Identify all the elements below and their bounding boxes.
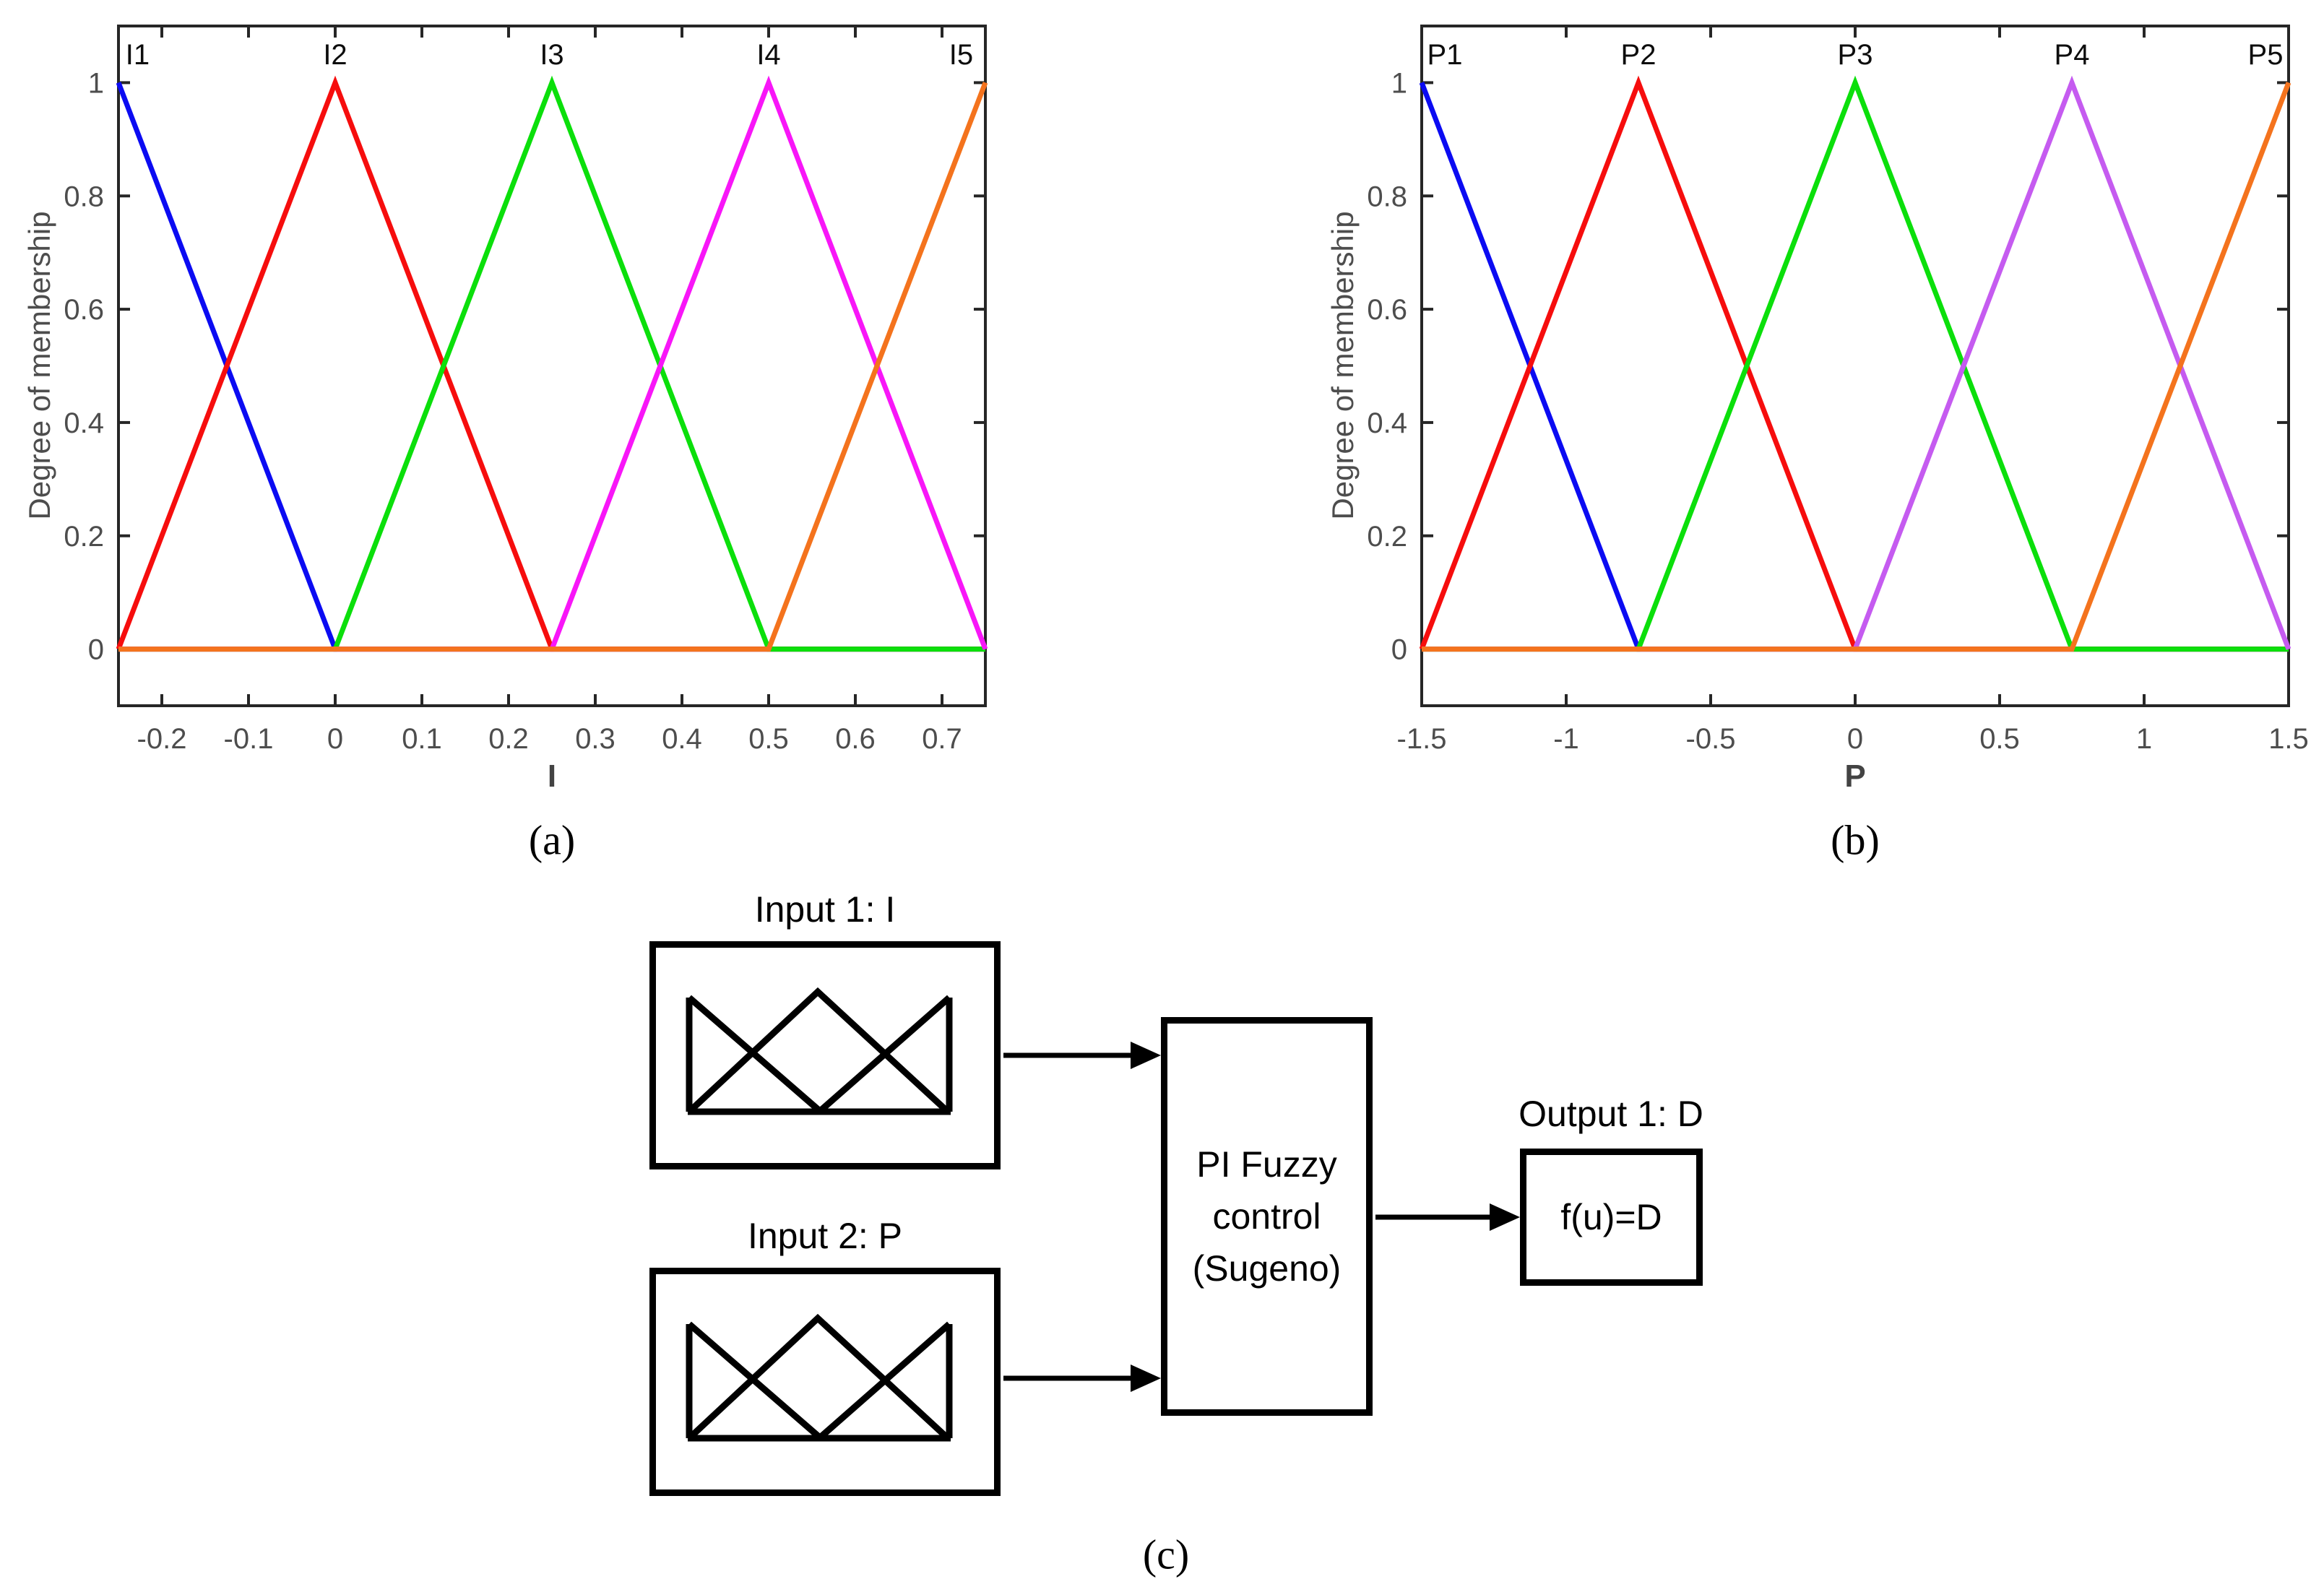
x-tick-label: 0.2	[488, 723, 529, 755]
x-tick-label: 0.4	[662, 723, 702, 755]
y-tick-label: 0.4	[64, 407, 104, 439]
x-tick-label: 0.5	[748, 723, 789, 755]
x-tick-label: -0.1	[224, 723, 274, 755]
fuzzy-controller-line3: (Sugeno)	[1192, 1248, 1342, 1289]
chart-b-caption: (b)	[1831, 816, 1880, 864]
mf-label-I2: I2	[323, 39, 347, 71]
x-tick-label: 1	[2136, 723, 2152, 755]
arrow-controller-to-output	[1375, 1203, 1520, 1231]
chart-a-x-axis-label: I	[547, 758, 557, 794]
x-tick-label: 1.5	[2268, 723, 2309, 755]
mf-label-I1: I1	[126, 39, 150, 71]
x-tick-label: -1.5	[1397, 723, 1447, 755]
mf-curve-P4	[1422, 75, 2291, 652]
input1-box-label: Input 1: I	[754, 889, 896, 930]
y-tick-label: 0.8	[1367, 181, 1407, 212]
membership-functions-icon	[686, 987, 953, 1115]
mf-curve-I3	[118, 75, 985, 652]
x-tick-label: 0	[1847, 723, 1863, 755]
mf-label-P4: P4	[2055, 39, 2090, 71]
y-tick-label: 1	[1391, 67, 1407, 99]
x-tick-label: 0.7	[922, 723, 962, 755]
mf-curve-I5	[118, 82, 988, 652]
x-tick-label: -0.2	[137, 723, 187, 755]
mf-curve-I4	[118, 75, 988, 652]
mf-curve-P5	[1422, 82, 2291, 652]
y-tick-label: 0.6	[1367, 294, 1407, 326]
x-tick-label: 0.3	[575, 723, 615, 755]
mf-label-P2: P2	[1621, 39, 1656, 71]
diagram-arrows	[1003, 1042, 1520, 1392]
mf-curve-P3	[1422, 75, 2289, 652]
chart-b-y-axis-label: Degree of membership	[1326, 211, 1360, 520]
mf-label-P3: P3	[1838, 39, 1873, 71]
y-tick-label: 0	[1391, 634, 1407, 666]
x-tick-label: 0	[327, 723, 343, 755]
output-box-label: Output 1: D	[1519, 1094, 1703, 1134]
chart-a: -0.2 -0.1 0 0.1 0.2 0.3 0.4 0.5 0.6 0.7 0 0.2 0.4 0.6…	[64, 25, 988, 755]
chart-b-axes-box	[1420, 25, 2290, 707]
x-tick-label: -1	[1553, 723, 1579, 755]
diagram-caption: (c)	[1142, 1531, 1190, 1578]
y-tick-label: 0.2	[1367, 521, 1407, 553]
fuzzy-controller-box: PI Fuzzy control (Sugeno)	[1161, 1017, 1373, 1416]
input2-box-label: Input 2: P	[747, 1216, 903, 1256]
mf-label-I4: I4	[756, 39, 780, 71]
input1-box	[649, 941, 1001, 1169]
mf-label-P1: P1	[1427, 39, 1463, 71]
x-tick-label: -0.5	[1686, 723, 1736, 755]
mf-label-P5: P5	[2248, 39, 2284, 71]
arrow-input2-to-controller	[1003, 1365, 1161, 1392]
mf-label-I3: I3	[540, 39, 563, 71]
chart-a-y-axis-label: Degree of membership	[22, 211, 56, 520]
arrow-input1-to-controller	[1003, 1042, 1161, 1069]
y-tick-label: 0.6	[64, 294, 104, 326]
mf-curve-P2	[1419, 75, 2289, 652]
x-tick-label: 0.1	[402, 723, 442, 755]
fuzzy-controller-line1: PI Fuzzy	[1196, 1144, 1337, 1185]
membership-functions-icon	[686, 1314, 953, 1442]
input2-box	[649, 1268, 1001, 1496]
y-tick-label: 0.8	[64, 181, 104, 212]
output-function-text: f(u)=D	[1560, 1197, 1662, 1237]
chart-a-caption: (a)	[528, 816, 576, 864]
y-tick-label: 0.4	[1367, 407, 1407, 439]
mf-curve-I1	[116, 82, 985, 652]
chart-b: -1.5 -1 -0.5 0 0.5 1 1.5 0 0.2 0.4 0.6 0.8 1 P1 P2 P3 P4…	[1367, 25, 2309, 755]
y-tick-label: 0	[88, 634, 104, 666]
x-tick-label: 0.6	[835, 723, 876, 755]
x-tick-label: 0.5	[1979, 723, 2020, 755]
y-tick-label: 1	[88, 67, 104, 99]
mf-curve-P1	[1419, 82, 2289, 652]
output-box: f(u)=D	[1520, 1149, 1703, 1286]
chart-a-axes-box	[117, 25, 987, 707]
chart-b-x-axis-label: P	[1844, 758, 1866, 794]
y-tick-label: 0.2	[64, 521, 104, 553]
mf-label-I5: I5	[949, 39, 973, 71]
fuzzy-controller-line2: control	[1212, 1196, 1321, 1237]
mf-curve-I2	[116, 75, 985, 652]
